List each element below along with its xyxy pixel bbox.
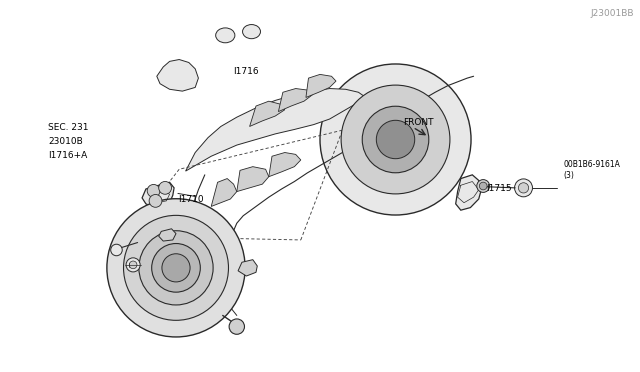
Polygon shape <box>211 179 237 206</box>
Circle shape <box>376 120 415 159</box>
Circle shape <box>518 183 529 193</box>
Text: l1715: l1715 <box>486 185 512 193</box>
Circle shape <box>159 182 172 194</box>
Text: l1716+A: l1716+A <box>48 151 87 160</box>
Polygon shape <box>238 260 257 276</box>
Text: l1710: l1710 <box>178 195 204 203</box>
Circle shape <box>341 85 450 194</box>
Polygon shape <box>269 153 301 177</box>
Ellipse shape <box>243 25 260 39</box>
Circle shape <box>149 195 162 207</box>
Polygon shape <box>142 182 174 208</box>
Circle shape <box>229 319 244 334</box>
Circle shape <box>477 180 490 192</box>
Circle shape <box>129 261 137 269</box>
Text: FRONT: FRONT <box>403 118 434 127</box>
Circle shape <box>362 106 429 173</box>
Polygon shape <box>456 175 481 210</box>
Circle shape <box>107 199 245 337</box>
Text: 00B1B6-9161A
(3): 00B1B6-9161A (3) <box>563 160 620 180</box>
Circle shape <box>515 179 532 197</box>
Circle shape <box>479 182 487 190</box>
Polygon shape <box>306 74 336 97</box>
Circle shape <box>162 254 190 282</box>
Polygon shape <box>157 60 198 91</box>
Polygon shape <box>250 101 285 126</box>
Polygon shape <box>159 229 176 241</box>
Circle shape <box>124 215 228 320</box>
Polygon shape <box>159 208 174 236</box>
Text: l1716: l1716 <box>234 67 259 76</box>
Polygon shape <box>237 167 269 192</box>
Circle shape <box>320 64 471 215</box>
Text: 23010B: 23010B <box>48 137 83 146</box>
Circle shape <box>147 185 160 197</box>
Text: SEC. 231: SEC. 231 <box>48 123 88 132</box>
Text: J23001BB: J23001BB <box>590 9 634 17</box>
Circle shape <box>126 258 140 272</box>
Polygon shape <box>186 89 365 171</box>
Circle shape <box>139 231 213 305</box>
Ellipse shape <box>216 28 235 43</box>
Circle shape <box>152 244 200 292</box>
Circle shape <box>111 244 122 256</box>
Polygon shape <box>278 89 312 112</box>
